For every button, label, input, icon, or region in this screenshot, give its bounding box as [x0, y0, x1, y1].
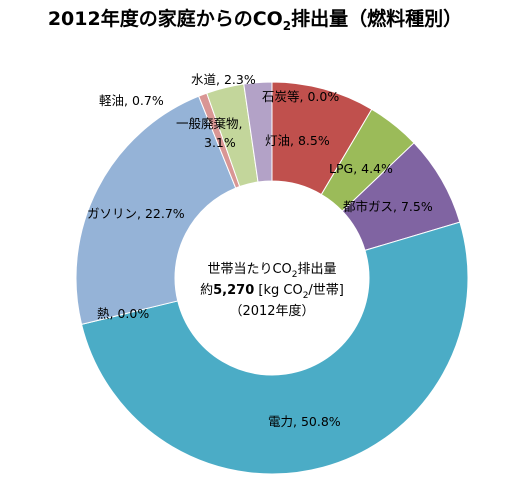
label-ippan-haikibutsu-2: 3.1% — [204, 135, 236, 150]
center-line-2-unit-suffix: /世帯] — [308, 283, 343, 298]
label-ippan-haikibutsu-1: 一般廃棄物, — [176, 116, 242, 131]
center-line-2-prefix: 約 — [200, 283, 213, 298]
label-toshigas: 都市ガス, 7.5% — [343, 199, 433, 214]
label-netsu: 熱, 0.0% — [97, 306, 149, 321]
donut-slice-4 — [80, 221, 469, 475]
donut-slice-6 — [75, 95, 237, 325]
label-keiyu: 軽油, 0.7% — [99, 93, 164, 108]
center-line-2-unit-sub: 2 — [303, 291, 309, 301]
donut-slice-9 — [243, 81, 273, 183]
chart-title-subscript: 2 — [282, 18, 292, 33]
label-gasoline: ガソリン, 22.7% — [87, 206, 185, 221]
label-touyu: 灯油, 8.5% — [265, 133, 330, 148]
center-line-2-unit-prefix: [kg CO — [254, 283, 302, 298]
center-line-1-prefix: 世帯当たりCO — [207, 262, 291, 277]
chart-title: 2012年度の家庭からのCO2排出量（燃料種別） — [0, 4, 510, 33]
chart-title-prefix: 2012年度の家庭からのCO — [47, 8, 283, 30]
center-line-1-suffix: 排出量 — [298, 262, 337, 277]
center-line-1-sub: 2 — [292, 270, 298, 280]
center-line-3: （2012年度） — [229, 303, 314, 319]
donut-slices — [75, 81, 469, 475]
label-sekitan: 石炭等, 0.0% — [262, 89, 339, 104]
center-line-2-value: 5,270 — [213, 283, 254, 298]
label-denryoku: 電力, 50.8% — [268, 414, 341, 429]
center-line-1: 世帯当たりCO2排出量 — [207, 262, 336, 280]
label-lpg: LPG, 4.4% — [329, 161, 393, 176]
label-suidou: 水道, 2.3% — [191, 72, 256, 87]
chart-title-suffix: 排出量（燃料種別） — [291, 8, 463, 30]
center-line-2: 約5,270 [kg CO2/世帯] — [200, 283, 344, 301]
